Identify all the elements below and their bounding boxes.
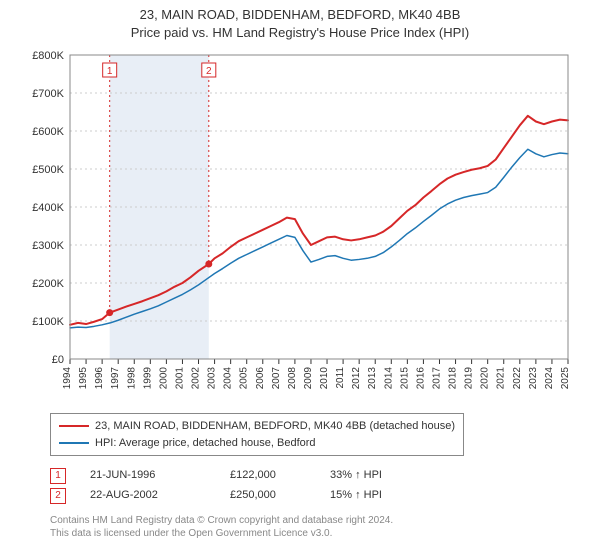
transaction-marker-icon: 2 [50, 488, 66, 504]
legend-swatch-2 [59, 442, 89, 444]
svg-text:2008: 2008 [287, 367, 298, 390]
svg-text:1994: 1994 [62, 367, 73, 390]
svg-text:2000: 2000 [158, 367, 169, 390]
transaction-date: 22-AUG-2002 [90, 486, 230, 506]
chart-title: 23, MAIN ROAD, BIDDENHAM, BEDFORD, MK40 … [0, 6, 600, 41]
svg-text:2: 2 [206, 66, 212, 77]
transactions-table: 1 21-JUN-1996 £122,000 33% ↑ HPI 2 22-AU… [50, 466, 600, 506]
svg-text:1996: 1996 [94, 367, 105, 390]
svg-text:£0: £0 [52, 354, 64, 366]
transaction-row: 1 21-JUN-1996 £122,000 33% ↑ HPI [50, 466, 600, 486]
svg-text:£700K: £700K [32, 88, 64, 100]
svg-text:2014: 2014 [383, 367, 394, 390]
svg-text:2015: 2015 [399, 367, 410, 390]
svg-text:2024: 2024 [544, 367, 555, 390]
transaction-marker-icon: 1 [50, 468, 66, 484]
title-line-2: Price paid vs. HM Land Registry's House … [0, 24, 600, 42]
svg-text:£400K: £400K [32, 202, 64, 214]
svg-text:1: 1 [107, 66, 113, 77]
chart-container: £0 £100K £200K £300K £400K £500K £600K £700K £80… [20, 45, 580, 405]
legend-label-2: HPI: Average price, detached house, Bedf… [95, 435, 316, 452]
legend-row-1: 23, MAIN ROAD, BIDDENHAM, BEDFORD, MK40 … [59, 418, 455, 435]
svg-text:2009: 2009 [303, 367, 314, 390]
svg-text:1999: 1999 [142, 367, 153, 390]
svg-text:2016: 2016 [415, 367, 426, 390]
svg-text:£300K: £300K [32, 240, 64, 252]
legend-swatch-1 [59, 425, 89, 427]
svg-text:2003: 2003 [207, 367, 218, 390]
svg-text:2012: 2012 [351, 367, 362, 390]
svg-text:£800K: £800K [32, 50, 64, 62]
svg-text:2020: 2020 [480, 367, 491, 390]
svg-text:2025: 2025 [560, 367, 571, 390]
transaction-hpi: 15% ↑ HPI [330, 486, 450, 506]
svg-text:2006: 2006 [255, 367, 266, 390]
footnote-line-1: Contains HM Land Registry data © Crown c… [50, 514, 600, 527]
svg-text:2017: 2017 [431, 367, 442, 390]
transaction-date: 21-JUN-1996 [90, 466, 230, 486]
svg-text:£600K: £600K [32, 126, 64, 138]
svg-text:2023: 2023 [528, 367, 539, 390]
svg-text:2011: 2011 [335, 367, 346, 389]
svg-text:2022: 2022 [512, 367, 523, 390]
legend-label-1: 23, MAIN ROAD, BIDDENHAM, BEDFORD, MK40 … [95, 418, 455, 435]
transaction-price: £250,000 [230, 486, 330, 506]
svg-text:2021: 2021 [496, 367, 507, 390]
svg-text:£500K: £500K [32, 164, 64, 176]
svg-text:2018: 2018 [448, 367, 459, 390]
line-chart: £0 £100K £200K £300K £400K £500K £600K £700K £80… [20, 45, 580, 405]
transaction-price: £122,000 [230, 466, 330, 486]
svg-text:2019: 2019 [464, 367, 475, 390]
svg-text:£200K: £200K [32, 278, 64, 290]
svg-text:2005: 2005 [239, 367, 250, 390]
svg-text:2010: 2010 [319, 367, 330, 390]
legend: 23, MAIN ROAD, BIDDENHAM, BEDFORD, MK40 … [50, 413, 464, 456]
title-line-1: 23, MAIN ROAD, BIDDENHAM, BEDFORD, MK40 … [0, 6, 600, 24]
svg-text:2004: 2004 [223, 367, 234, 390]
svg-text:1995: 1995 [78, 367, 89, 390]
legend-row-2: HPI: Average price, detached house, Bedf… [59, 435, 455, 452]
svg-text:£100K: £100K [32, 316, 64, 328]
svg-text:1997: 1997 [110, 367, 121, 390]
svg-text:2001: 2001 [174, 367, 185, 390]
transaction-hpi: 33% ↑ HPI [330, 466, 450, 486]
svg-text:2013: 2013 [367, 367, 378, 390]
svg-text:2007: 2007 [271, 367, 282, 390]
footnote-line-2: This data is licensed under the Open Gov… [50, 527, 600, 540]
transaction-row: 2 22-AUG-2002 £250,000 15% ↑ HPI [50, 486, 600, 506]
svg-text:1998: 1998 [126, 367, 137, 390]
footnote: Contains HM Land Registry data © Crown c… [50, 514, 600, 540]
svg-text:2002: 2002 [191, 367, 202, 390]
